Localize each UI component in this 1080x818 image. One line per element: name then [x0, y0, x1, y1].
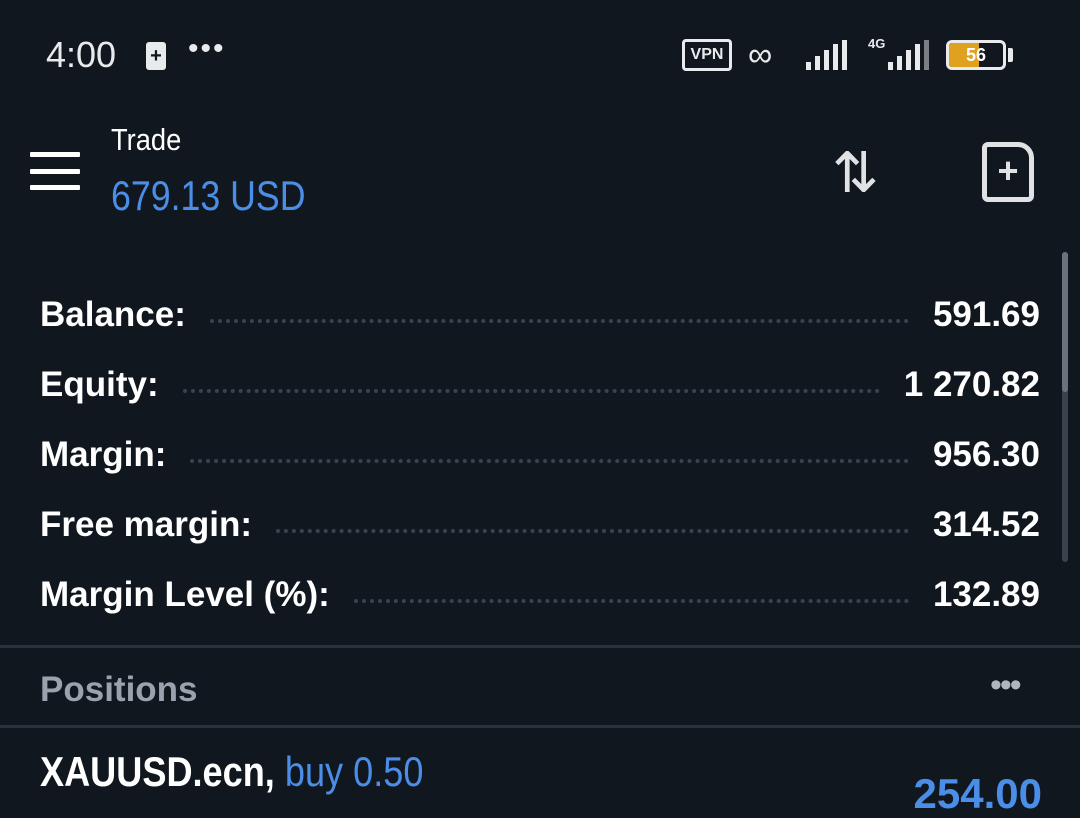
account-row: Balance: 591.69	[40, 280, 1040, 350]
account-row: Margin Level (%): 132.89	[40, 560, 1040, 630]
signal-icon-2	[888, 40, 929, 70]
position-row[interactable]: XAUUSD.ecn, buy 0.50	[40, 748, 423, 796]
account-value: 591.69	[932, 295, 1040, 334]
dot-leader	[353, 599, 909, 603]
account-row: Free margin: 314.52	[40, 490, 1040, 560]
account-row: Equity: 1 270.82	[40, 350, 1040, 420]
page-title: Trade	[111, 122, 182, 157]
account-label: Margin:	[40, 435, 167, 474]
dot-leader	[276, 529, 909, 533]
position-symbol: XAUUSD.ecn,	[40, 748, 275, 795]
dot-leader	[209, 319, 909, 323]
account-value: 956.30	[932, 435, 1040, 474]
account-value: 132.89	[932, 575, 1040, 614]
network-type: 4G	[868, 36, 886, 51]
link-icon: ∞	[748, 36, 773, 74]
signal-icon	[806, 40, 847, 70]
status-bar: 4:00 + ••• VPN ∞ 4G 56	[0, 0, 1080, 110]
notification-dots: •••	[188, 32, 226, 65]
account-summary: Balance: 591.69 Equity: 1 270.82 Margin: 956.…	[40, 280, 1040, 630]
divider	[0, 645, 1080, 648]
position-side: buy 0.50	[284, 748, 424, 795]
account-label: Free margin:	[40, 505, 252, 544]
header-balance: 679.13 USD	[111, 172, 306, 219]
battery-icon: 56	[946, 40, 1006, 70]
dot-leader	[190, 459, 909, 463]
hamburger-icon[interactable]	[30, 152, 80, 190]
vpn-icon: VPN	[682, 39, 732, 71]
position-profit: 254.00	[913, 770, 1042, 817]
account-value: 314.52	[932, 505, 1040, 544]
positions-title: Positions	[40, 670, 198, 709]
battery-tip	[1008, 48, 1013, 62]
divider	[0, 725, 1080, 728]
account-label: Equity:	[40, 365, 159, 404]
scrollbar[interactable]	[1062, 252, 1068, 562]
more-icon[interactable]: •••	[990, 666, 1022, 704]
dot-leader	[182, 389, 880, 393]
account-label: Margin Level (%):	[40, 575, 330, 614]
battery-saver-icon: +	[146, 42, 166, 70]
account-row: Margin: 956.30	[40, 420, 1040, 490]
status-time: 4:00	[46, 34, 117, 75]
account-label: Balance:	[40, 295, 186, 334]
battery-level: 56	[965, 45, 987, 65]
account-value: 1 270.82	[903, 365, 1040, 404]
sort-arrows-icon[interactable]: ⇅	[832, 141, 879, 204]
file-plus-icon[interactable]: +	[982, 142, 1034, 202]
